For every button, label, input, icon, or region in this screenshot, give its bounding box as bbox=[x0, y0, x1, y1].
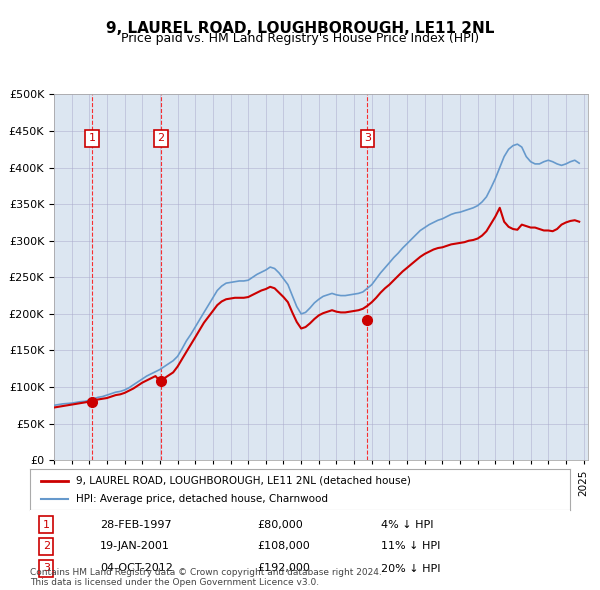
Text: £192,000: £192,000 bbox=[257, 563, 310, 573]
Text: Price paid vs. HM Land Registry's House Price Index (HPI): Price paid vs. HM Land Registry's House … bbox=[121, 32, 479, 45]
Text: Contains HM Land Registry data © Crown copyright and database right 2024.
This d: Contains HM Land Registry data © Crown c… bbox=[30, 568, 382, 587]
Text: HPI: Average price, detached house, Charnwood: HPI: Average price, detached house, Char… bbox=[76, 494, 328, 504]
Text: 20% ↓ HPI: 20% ↓ HPI bbox=[381, 563, 440, 573]
Text: 19-JAN-2001: 19-JAN-2001 bbox=[100, 541, 170, 551]
Text: 2: 2 bbox=[157, 133, 164, 143]
Text: 9, LAUREL ROAD, LOUGHBOROUGH, LE11 2NL: 9, LAUREL ROAD, LOUGHBOROUGH, LE11 2NL bbox=[106, 21, 494, 35]
Text: 3: 3 bbox=[43, 563, 50, 573]
Text: 04-OCT-2012: 04-OCT-2012 bbox=[100, 563, 173, 573]
Text: 1: 1 bbox=[43, 520, 50, 530]
Text: 11% ↓ HPI: 11% ↓ HPI bbox=[381, 541, 440, 551]
Text: 9, LAUREL ROAD, LOUGHBOROUGH, LE11 2NL (detached house): 9, LAUREL ROAD, LOUGHBOROUGH, LE11 2NL (… bbox=[76, 476, 411, 486]
Text: 28-FEB-1997: 28-FEB-1997 bbox=[100, 520, 172, 530]
Text: 3: 3 bbox=[364, 133, 371, 143]
Text: 4% ↓ HPI: 4% ↓ HPI bbox=[381, 520, 433, 530]
Text: £108,000: £108,000 bbox=[257, 541, 310, 551]
Text: 2: 2 bbox=[43, 541, 50, 551]
Text: £80,000: £80,000 bbox=[257, 520, 302, 530]
Text: 1: 1 bbox=[89, 133, 95, 143]
